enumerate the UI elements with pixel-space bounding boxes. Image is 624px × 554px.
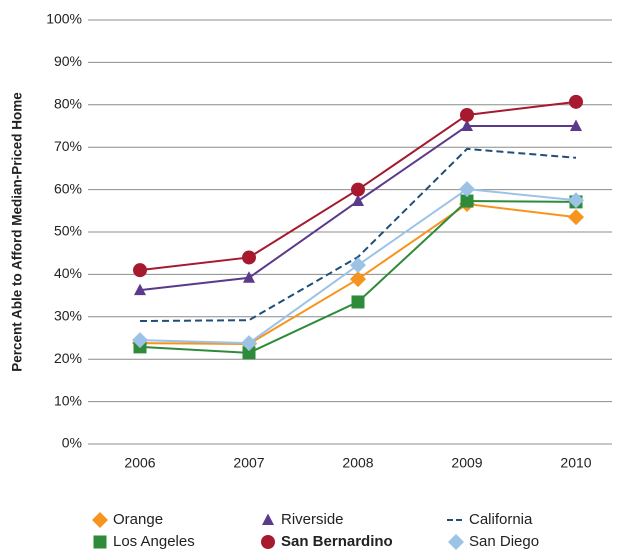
y-tick-label: 80% — [54, 96, 82, 112]
legend-label: Riverside — [281, 511, 344, 528]
x-tick-label: 2006 — [124, 455, 155, 471]
marker — [242, 346, 256, 360]
legend-item: San Bernardino — [261, 533, 393, 550]
marker — [134, 283, 146, 296]
x-tick-label: 2008 — [342, 455, 373, 471]
marker — [350, 271, 366, 288]
legend-label: San Bernardino — [281, 533, 393, 550]
marker — [351, 295, 365, 309]
legend-item: Los Angeles — [93, 533, 195, 550]
marker — [568, 192, 584, 209]
y-tick-label: 50% — [54, 223, 82, 239]
legend-swatch — [93, 535, 107, 549]
marker — [461, 119, 473, 131]
y-tick-label: 40% — [54, 265, 82, 281]
marker — [569, 94, 583, 109]
y-tick-label: 60% — [54, 180, 82, 196]
legend-item: California — [447, 511, 533, 528]
marker — [460, 194, 474, 208]
legend-label: Los Angeles — [113, 533, 195, 550]
legend-swatch — [92, 512, 108, 528]
legend-item: Orange — [92, 511, 163, 528]
y-axis-label: Percent Able to Afford Median-Priced Hom… — [10, 92, 25, 372]
y-tick-label: 90% — [54, 53, 82, 69]
legend-item: Riverside — [262, 511, 344, 528]
y-tick-label: 20% — [54, 350, 82, 366]
x-tick-label: 2007 — [233, 455, 264, 471]
y-tick-label: 30% — [54, 308, 82, 324]
marker — [352, 194, 364, 207]
series-line — [139, 147, 577, 323]
x-tick-label: 2009 — [451, 455, 482, 471]
y-tick-label: 100% — [46, 11, 82, 27]
marker — [570, 119, 582, 131]
legend-swatch — [261, 535, 275, 549]
y-tick-label: 70% — [54, 138, 82, 154]
marker — [568, 209, 584, 226]
legend-swatch — [448, 534, 464, 550]
legend-label: San Diego — [469, 533, 539, 550]
legend-swatch — [262, 513, 274, 525]
marker — [132, 332, 148, 349]
x-tick-label: 2010 — [560, 455, 591, 471]
marker — [459, 181, 475, 198]
y-tick-label: 10% — [54, 392, 82, 408]
legend-label: Orange — [113, 511, 163, 528]
legend-item: San Diego — [448, 533, 539, 550]
marker — [351, 182, 365, 197]
marker — [350, 257, 366, 274]
marker — [241, 335, 257, 352]
marker — [242, 250, 256, 265]
marker — [460, 107, 474, 122]
marker — [133, 263, 147, 278]
y-tick-label: 0% — [62, 435, 82, 451]
marker — [243, 271, 255, 283]
legend-label: California — [469, 511, 533, 528]
